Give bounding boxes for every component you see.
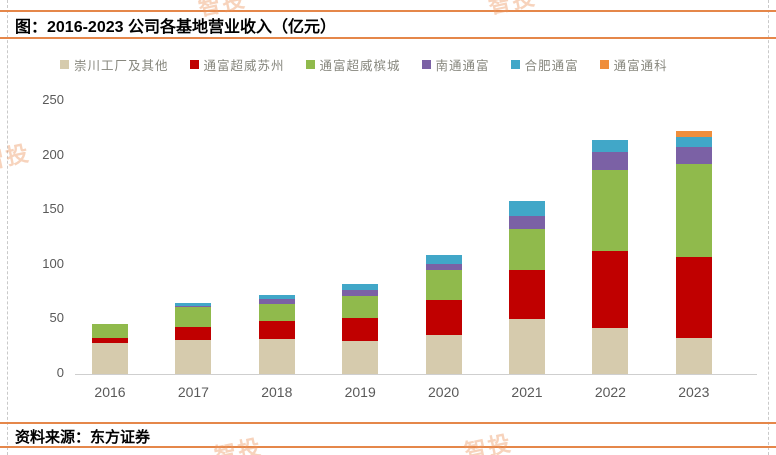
bar-segment-2017-series3 [175, 305, 212, 307]
legend-item-2: 通富超威槟城 [305, 55, 401, 74]
bar-segment-2016-series1 [92, 337, 128, 344]
bar-segment-2022-series3 [592, 152, 629, 170]
source-top-rule [0, 422, 776, 424]
bar-segment-2018-series2 [258, 304, 295, 322]
source-attribution: 资料来源：东方证券 [15, 429, 151, 446]
bar-segment-2023-series2 [675, 164, 712, 258]
bar-segment-2020-series0 [425, 334, 462, 374]
bar-segment-2023-series0 [675, 337, 712, 374]
bar-segment-2018-series0 [258, 339, 295, 374]
bar-segment-2022-series2 [592, 169, 629, 251]
bar-segment-2019-series3 [342, 290, 379, 297]
x-axis-tick-label: 2016 [94, 384, 126, 400]
bar-segment-2021-series1 [509, 270, 545, 320]
legend-item-5: 通富通科 [599, 55, 668, 74]
legend-label: 合肥通富 [524, 59, 579, 73]
bar-segment-2018-series4 [258, 295, 295, 300]
legend-label: 南通通富 [435, 59, 490, 73]
chart-legend: 崇川工厂及其他 通富超威苏州 通富超威槟城 南通通富 合肥通富 通富通科 [60, 55, 668, 74]
legend-swatch-icon [60, 60, 69, 69]
legend-item-3: 南通通富 [421, 55, 490, 74]
x-axis-tick-label: 2020 [428, 384, 460, 400]
bar-segment-2021-series3 [509, 215, 545, 229]
x-axis-tick-label: 2019 [344, 384, 376, 400]
legend-label: 通富超威槟城 [319, 59, 401, 73]
bar-segment-2022-series1 [592, 250, 629, 329]
y-axis-tick-label: 0 [56, 365, 64, 380]
watermark-fragment: 智投 [212, 434, 265, 455]
figure-title: 图：2016-2023 公司各基地营业收入（亿元） [15, 19, 336, 36]
watermark-fragment: 智投 [462, 430, 515, 455]
y-axis-tick-label: 50 [49, 310, 64, 326]
bar-segment-2021-series2 [509, 228, 545, 271]
legend-swatch-icon [421, 60, 431, 69]
bar-segment-2021-series0 [509, 319, 545, 374]
bar-segment-2016-series2 [92, 323, 128, 338]
x-axis-tick-label: 2018 [261, 384, 293, 400]
bar-segment-2021-series4 [509, 201, 545, 216]
bar-segment-2017-series4 [175, 302, 212, 306]
bar-segment-2017-series2 [175, 306, 212, 328]
legend-item-0: 崇川工厂及其他 [60, 55, 169, 74]
bar-segment-2018-series1 [258, 321, 295, 340]
bar-segment-2022-series0 [592, 328, 629, 374]
bar-segment-2020-series2 [425, 270, 462, 300]
left-dashed-border [7, 0, 8, 455]
legend-label: 崇川工厂及其他 [74, 59, 169, 73]
bar-segment-2019-series1 [342, 318, 379, 342]
bar-segment-2023-series1 [675, 257, 712, 338]
legend-item-4: 合肥通富 [510, 55, 579, 74]
legend-swatch-icon [189, 60, 199, 69]
bar-segment-2017-series0 [175, 340, 212, 374]
bar-segment-2018-series3 [258, 299, 295, 305]
legend-swatch-icon [599, 60, 609, 69]
y-axis-tick-label: 200 [42, 146, 64, 162]
legend-swatch-icon [305, 60, 315, 69]
legend-swatch-icon [510, 60, 520, 69]
right-dashed-border [768, 0, 769, 455]
bar-segment-2019-series4 [342, 284, 379, 291]
bar-segment-2017-series1 [175, 327, 212, 341]
y-axis-tick-label: 150 [42, 201, 64, 217]
x-axis-tick-label: 2023 [678, 384, 710, 400]
x-axis-tick-label: 2017 [177, 384, 209, 400]
title-bottom-rule [0, 37, 776, 39]
bar-segment-2020-series4 [425, 254, 462, 264]
bar-segment-2020-series3 [425, 263, 462, 271]
bar-segment-2019-series0 [342, 341, 379, 374]
bar-segment-2019-series2 [342, 296, 379, 319]
source-bottom-rule [0, 446, 776, 448]
bar-segment-2020-series1 [425, 299, 462, 335]
bar-segment-2023-series5 [675, 131, 712, 138]
legend-label: 通富通科 [613, 59, 668, 73]
bar-segment-2022-series4 [592, 140, 629, 153]
x-axis-tick-label: 2021 [511, 384, 543, 400]
x-axis-line [75, 374, 757, 375]
x-axis-tick-label: 2022 [594, 384, 626, 400]
legend-label: 通富超威苏州 [203, 59, 285, 73]
bar-segment-2023-series4 [675, 137, 712, 147]
bar-segment-2023-series3 [675, 146, 712, 165]
y-axis-tick-label: 100 [42, 255, 64, 271]
legend-item-1: 通富超威苏州 [189, 55, 285, 74]
bar-segment-2016-series0 [92, 343, 128, 374]
y-axis-tick-label: 250 [42, 92, 64, 107]
title-top-rule [0, 10, 776, 12]
